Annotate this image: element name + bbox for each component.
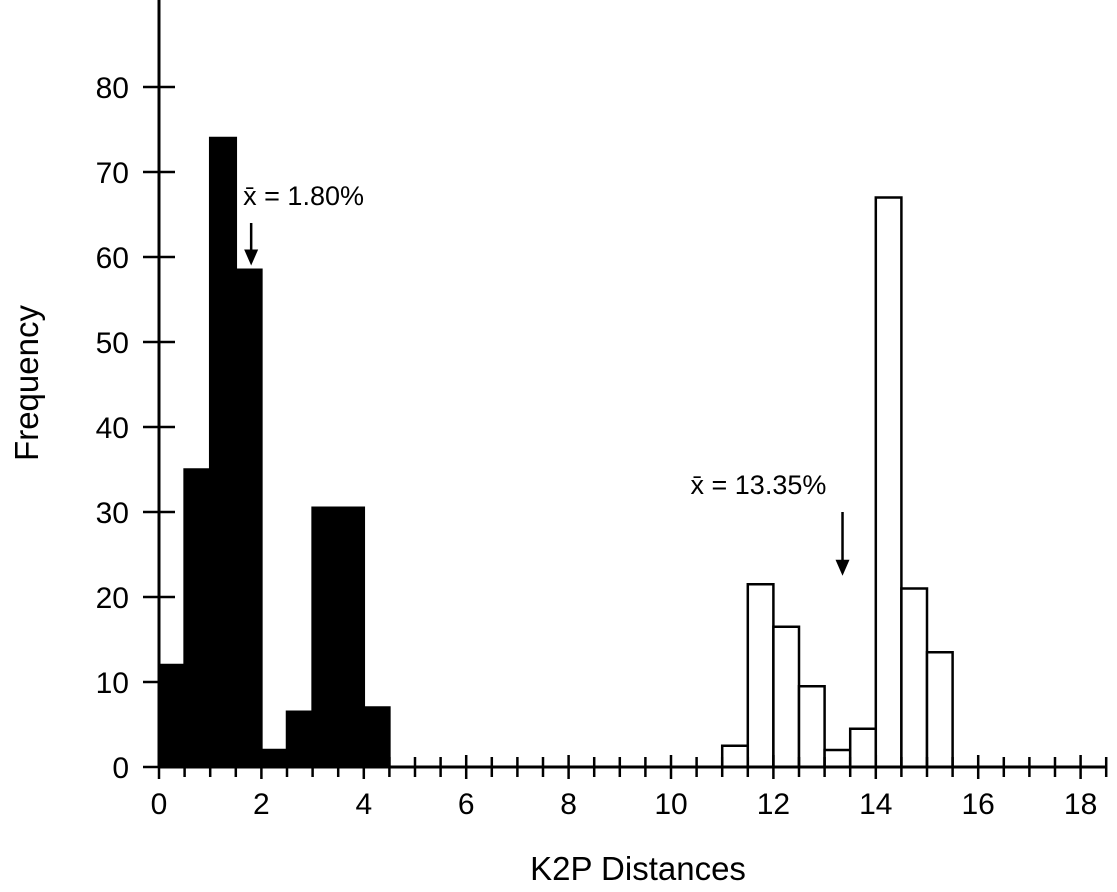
bars-layer [157,136,954,769]
x-tick-label-12: 12 [757,788,790,821]
y-tick-label-60: 60 [96,242,129,275]
bar-series1-3 [234,268,263,769]
x-tick-label-0: 0 [151,788,168,821]
y-tick-label-70: 70 [96,157,129,190]
y-tick-label-20: 20 [96,582,129,615]
x-tick-label-16: 16 [962,788,995,821]
bar-series2-0 [720,744,750,769]
x-tick-label-18: 18 [1064,788,1097,821]
bar-series2-5 [848,727,878,769]
x-tick-label-4: 4 [355,788,372,821]
x-tick-label-10: 10 [654,788,687,821]
bar-series2-6 [874,196,903,769]
x-axis-title: K2P Distances [530,850,746,887]
bar-series1-1 [183,468,212,769]
y-tick-label-0: 0 [112,752,129,785]
bar-series1-7 [336,506,366,769]
mean-arrow-head-2 [835,559,850,576]
annotations-layer: x̄ = 1.80% x̄ = 13.35% [243,181,850,576]
bar-series2-2 [772,625,801,769]
y-tick-label-40: 40 [96,412,129,445]
x-tick-label-2: 2 [253,788,270,821]
bar-series1-5 [285,710,314,769]
bar-series1-6 [311,506,340,769]
bar-series2-1 [746,583,775,769]
mean-arrow-head-1 [244,249,259,266]
x-tick-label-8: 8 [560,788,577,821]
bar-series1-8 [362,706,391,769]
mean-label-1: x̄ = 1.80% [243,181,364,211]
bar-series2-7 [900,587,929,769]
bar-series1-4 [260,748,289,769]
y-tick-label-80: 80 [96,72,129,105]
bar-series2-4 [823,748,852,769]
axes-layer: 0 2 4 6 8 10 12 14 16 18 0 10 20 30 40 50 60 70 80 [96,0,1108,821]
y-tick-label-50: 50 [96,327,129,360]
x-tick-label-6: 6 [458,788,475,821]
x-tick-label-14: 14 [859,788,892,821]
y-tick-label-30: 30 [96,497,129,530]
mean-label-2: x̄ = 13.35% [691,470,827,500]
y-tick-label-10: 10 [96,667,129,700]
y-axis-title: Frequency [8,305,45,461]
bar-series2-8 [925,651,954,769]
bar-series2-3 [797,685,826,769]
bar-series1-2 [208,136,238,769]
bar-series1-0 [157,663,186,769]
